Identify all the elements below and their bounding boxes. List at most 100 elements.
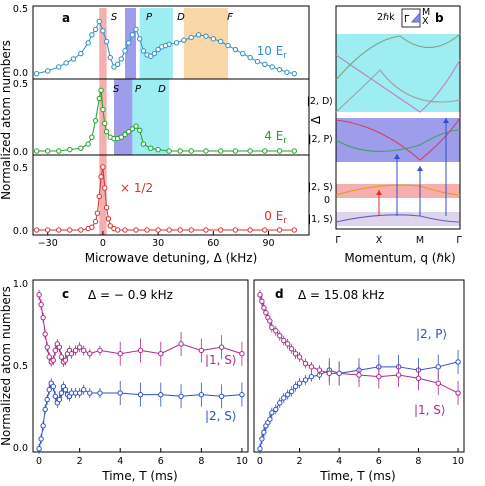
level-2D: |2, D⟩: [307, 96, 333, 107]
panel-b-label: b: [435, 11, 444, 25]
xticksC-label-2: 4: [117, 456, 123, 467]
level-1S: |1, S⟩: [308, 214, 333, 225]
seriesC-point-1-0: [36, 446, 42, 452]
seriesD-point-1-16: [316, 367, 323, 373]
xtick-b-0: Γ: [335, 235, 341, 246]
panel-b: b 2ℏk M Γ X |2, D⟩ |2, P⟩ |2, S⟩ |1, S⟩ …: [307, 5, 462, 265]
trace-point-0-0: [33, 70, 40, 77]
seriesC-point-1-27: [218, 393, 225, 400]
trace-point-1-30: [232, 148, 239, 154]
xtick-a-2: 30: [152, 238, 164, 249]
trace-point-1-33: [276, 148, 283, 154]
seriesC-point-1-10: [56, 396, 63, 403]
trace-point-0-38: [240, 50, 246, 57]
panel-c-frame: [32, 279, 249, 453]
state-label-1S-c: |1, S⟩: [205, 353, 237, 367]
trace-point-1-18: [125, 128, 132, 135]
trace-point-0-3: [63, 60, 69, 66]
seriesC-point-0-26: [198, 347, 205, 354]
trace-point-0-11: [103, 38, 110, 45]
seriesD-point-0-1: [259, 436, 265, 442]
seriesD-point-1-8: [277, 332, 283, 339]
seriesD-point-0-9: [281, 395, 287, 401]
trace-point-1-10: [100, 106, 106, 113]
trace-point-0-1: [45, 68, 51, 74]
state-label-2P-d: |2, P⟩: [416, 327, 447, 341]
ytick-c-1: 0.5: [13, 361, 28, 372]
seriesD-point-1-0: [257, 292, 263, 298]
trace-point-1-27: [188, 148, 194, 154]
seriesD-point-1-6: [269, 324, 275, 331]
trace-point-1-4: [78, 145, 84, 151]
trace-point-1-8: [96, 95, 102, 102]
seriesD-point-0-5: [267, 416, 273, 422]
seriesC-point-0-3: [42, 331, 48, 337]
seriesC-point-0-23: [137, 347, 144, 354]
trace-point-0-24: [151, 50, 158, 57]
seriesC-point-0-7: [50, 357, 56, 363]
seriesC-point-1-19: [81, 387, 87, 393]
seriesC-point-1-23: [137, 391, 144, 398]
seriesC-point-0-19: [81, 347, 87, 354]
trace-point-1-11: [102, 120, 108, 127]
ytick-top-1: 0.0: [13, 68, 28, 79]
seriesD-point-0-8: [277, 400, 283, 406]
panel-d-title: Δ = 15.08 kHz: [298, 288, 384, 302]
seriesC-point-1-20: [87, 390, 93, 396]
trace-point-1-17: [122, 131, 128, 138]
seriesC-point-0-1: [38, 301, 44, 308]
trace-point-0-5: [78, 50, 84, 57]
state-label-1S-d: |1, S⟩: [414, 403, 446, 417]
trace-point-1-7: [92, 117, 99, 124]
trace-point-2-14: [105, 216, 112, 222]
seriesD-point-0-10: [284, 391, 291, 398]
trace-point-2-28: [247, 227, 253, 233]
level-2S: |2, S⟩: [308, 182, 333, 193]
seriesD-point-1-9: [281, 337, 287, 344]
trace-point-2-15: [107, 223, 113, 229]
panel-a-label: a: [62, 11, 70, 25]
xticksD-label-4: 8: [415, 456, 421, 467]
seriesD-point-1-13: [296, 354, 303, 360]
seriesC-point-0-21: [97, 347, 103, 354]
band-label-S-mid: S: [113, 84, 120, 95]
panel-a: a 0.5 0.0 0.5 0.0 0.5 0.0 −30 0 30 60 90 Mic…: [0, 4, 310, 265]
trace-point-2-29: [262, 227, 268, 233]
trace-point-2-22: [166, 227, 172, 233]
seriesD-point-0-24: [455, 359, 461, 365]
panel-a-frame: [32, 5, 310, 236]
xticksC-label-0: 0: [36, 456, 42, 467]
trace-point-0-15: [118, 56, 125, 62]
ytick-bot-1: 0.0: [13, 226, 28, 237]
trace-point-2-25: [203, 227, 209, 233]
seriesC-point-1-4: [44, 396, 50, 403]
seriesD-point-1-5: [267, 318, 273, 324]
x-axis-label-d: Time, T (ms): [319, 469, 395, 483]
trace-point-2-24: [188, 227, 194, 233]
inset-label: 2ℏk: [377, 12, 395, 23]
trace-point-0-23: [148, 53, 154, 59]
trace-point-1-3: [67, 146, 73, 153]
seriesD-point-1-14: [302, 360, 309, 367]
x-ticks-d: 0 2 4 6 8 10: [257, 448, 464, 467]
ytick-mid-0: 0.5: [13, 79, 28, 90]
panel-b-frame: [335, 5, 461, 230]
trace-point-0-41: [262, 61, 268, 67]
seriesD-point-1-17: [326, 370, 332, 377]
trace-point-2-26: [217, 227, 224, 233]
seriesC-point-1-25: [178, 393, 184, 400]
seriesD-point-1-11: [288, 346, 295, 352]
seriesC-point-0-10: [56, 344, 63, 350]
trace-point-1-1: [45, 148, 51, 154]
seriesC-point-1-3: [42, 406, 48, 413]
trace-point-0-8: [92, 26, 99, 33]
seriesD-point-0-7: [273, 406, 279, 413]
trace-label-10Er: 10 Er: [257, 44, 288, 61]
seriesD-point-1-1: [259, 298, 265, 304]
seriesC-point-1-21: [97, 390, 103, 396]
trace-point-0-44: [284, 69, 290, 76]
band-label-D-top: D: [177, 12, 185, 23]
trace-point-0-35: [217, 38, 224, 45]
seriesD-point-1-24: [455, 390, 461, 396]
